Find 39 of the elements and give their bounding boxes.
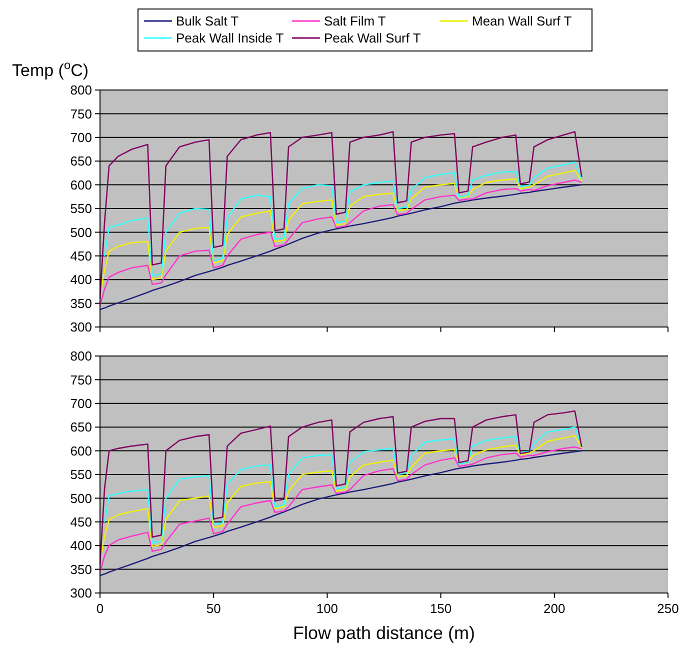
x-axis-title: Flow path distance (m)	[292, 623, 476, 643]
y-axis-title: Temp ($^{o}$C)	[12, 58, 89, 80]
y-tick-label: 700	[70, 130, 92, 145]
x-tick-label: 250	[657, 601, 679, 616]
x-tick-label: 0	[96, 601, 104, 616]
line-series	[104, 161, 582, 276]
y-tick-label: 450	[70, 514, 92, 530]
line-series	[104, 426, 582, 544]
y-tick-label: 450	[70, 248, 92, 264]
legend-label: Peak Wall Surf T	[324, 30, 421, 46]
y-tick-label: 400	[70, 272, 92, 288]
y-tick-label: 600	[70, 443, 92, 458]
line-series	[99, 131, 582, 300]
x-tick-label: 200	[544, 601, 566, 616]
x-tick-label: 150	[430, 601, 452, 616]
y-tick-label: 350	[70, 562, 92, 577]
y-tick-label: 500	[70, 490, 92, 506]
y-tick-label: 650	[70, 154, 92, 169]
y-tick-label: 300	[70, 320, 92, 335]
y-tick-label: 800	[70, 82, 92, 98]
y-tick-label: 600	[70, 177, 92, 192]
y-tick-label: 500	[70, 224, 92, 240]
y-tick-label: 350	[70, 296, 92, 311]
y-tick-label: 750	[70, 106, 92, 122]
legend-label: Salt Film T	[324, 14, 386, 29]
legend-label: Peak Wall Inside T	[176, 30, 284, 46]
x-tick-label: 100	[316, 601, 338, 616]
y-tick-label: 550	[70, 467, 92, 482]
y-tick-label: 400	[70, 538, 92, 554]
y-tick-label: 700	[70, 396, 92, 411]
legend-label: Mean Wall Surf T	[472, 14, 572, 29]
x-tick-label: 50	[206, 601, 221, 616]
y-tick-label: 750	[70, 372, 92, 388]
legend-label: Bulk Salt T	[176, 14, 239, 29]
y-tick-label: 800	[70, 348, 92, 364]
y-tick-label: 550	[70, 201, 92, 216]
y-tick-label: 300	[70, 586, 92, 601]
line-series	[99, 410, 582, 566]
y-tick-label: 650	[70, 420, 92, 435]
